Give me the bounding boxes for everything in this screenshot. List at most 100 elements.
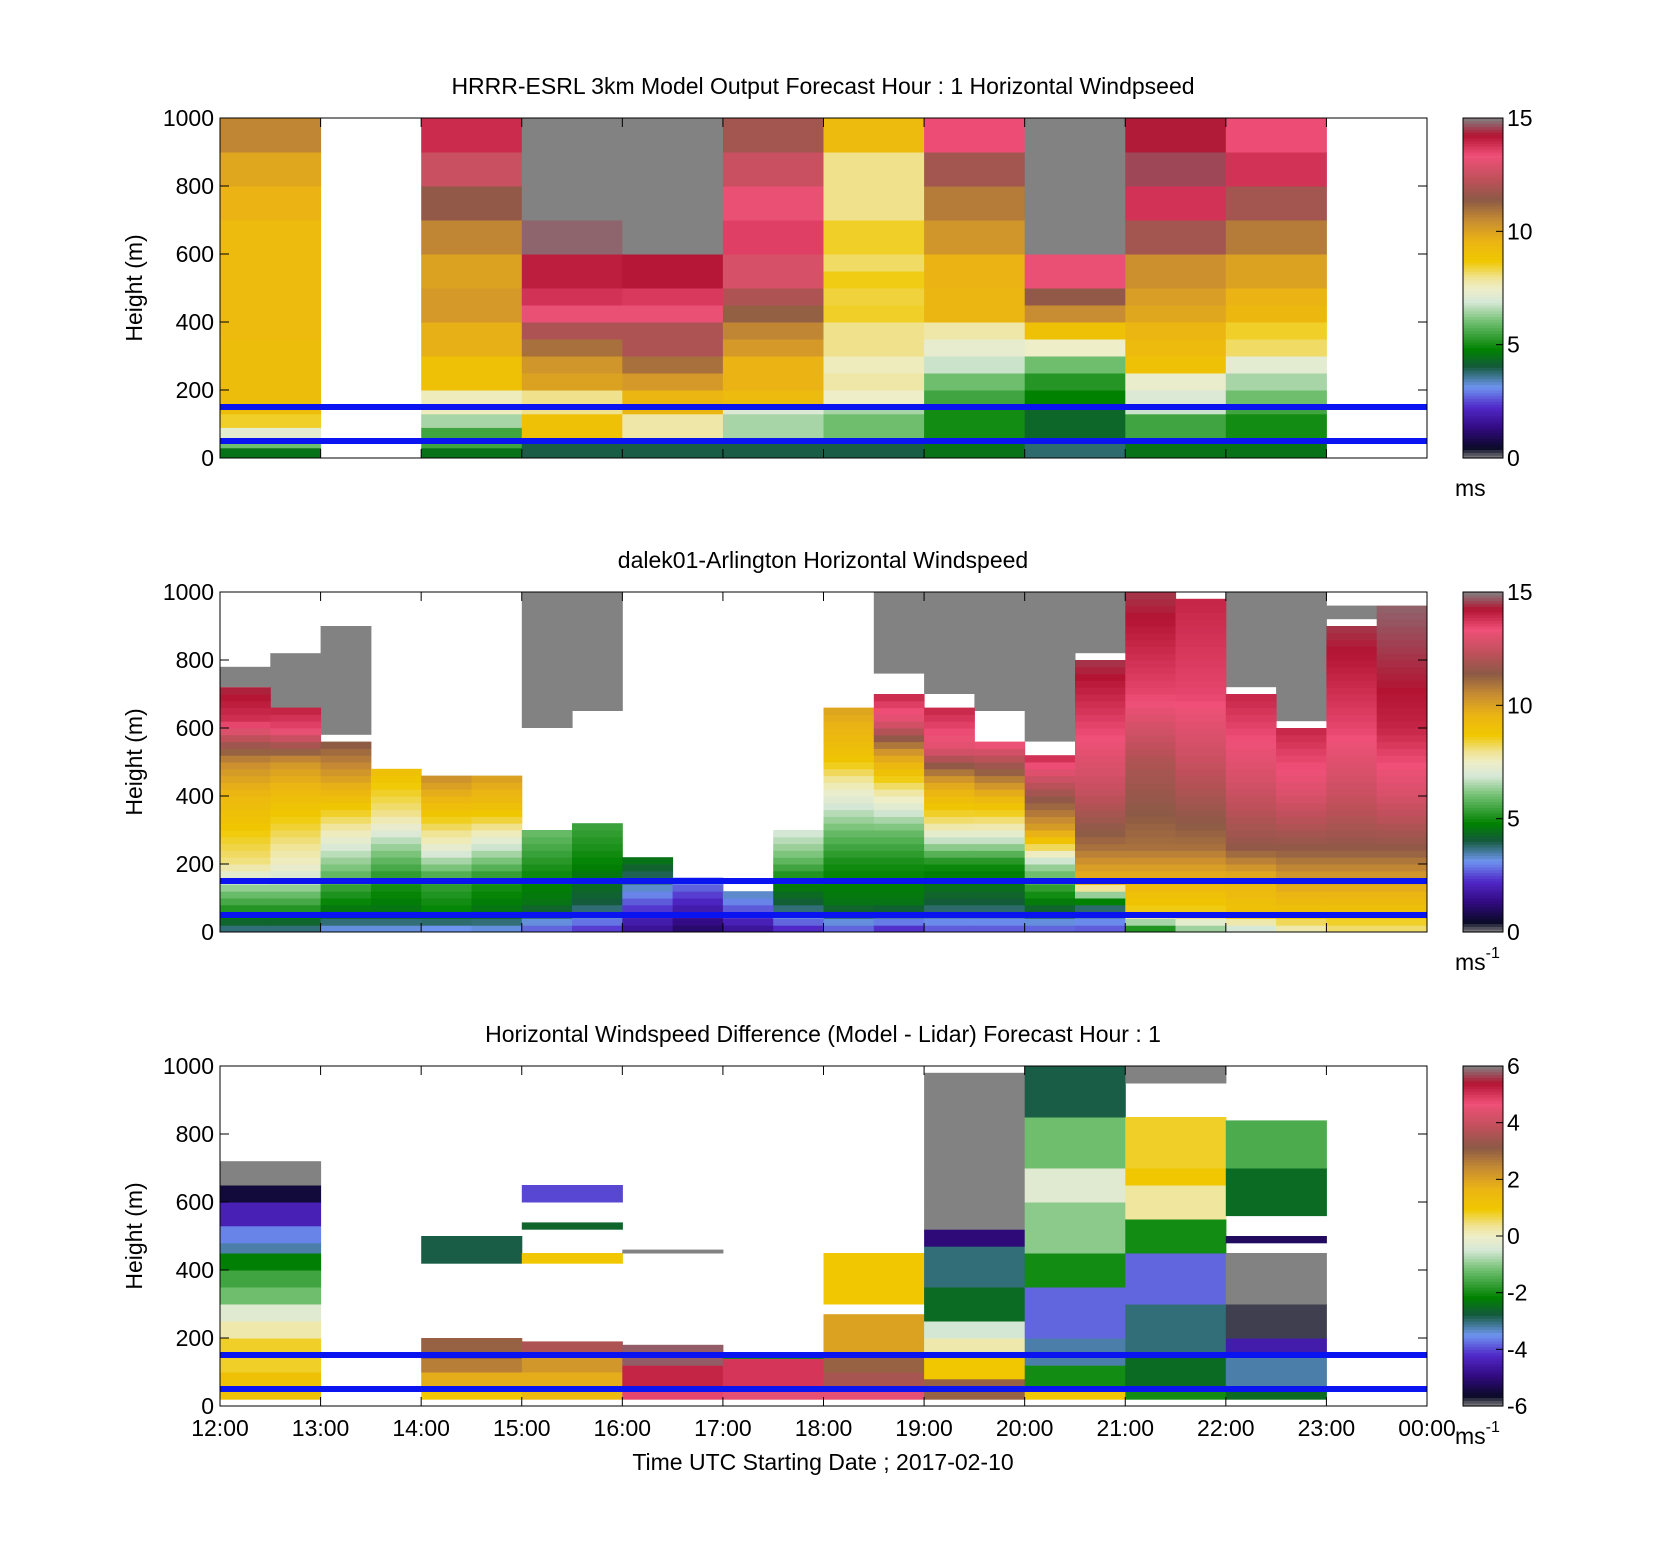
colorbar-swatch [1463, 861, 1503, 865]
colorbar-swatch [1463, 1332, 1503, 1336]
colorbar-swatch [1463, 623, 1503, 627]
colorbar-swatch [1463, 793, 1503, 797]
heatmap-cell [823, 870, 875, 879]
heatmap-cell [1175, 830, 1227, 838]
heatmap-cell [974, 823, 1026, 831]
heatmap-cell [1125, 714, 1177, 722]
heatmap-cell [471, 775, 523, 783]
heatmap-cell [924, 373, 1026, 391]
panel-model-colorbar: 0 5 10 15 ms [1455, 105, 1533, 501]
colorbar-swatch [1463, 597, 1503, 602]
heatmap-cell [320, 741, 372, 749]
heatmap-cell [622, 898, 674, 906]
heatmap-cell [220, 843, 271, 851]
heatmap-cell [773, 836, 824, 845]
heatmap-cell [220, 857, 271, 865]
colorbar-swatch [1463, 1400, 1503, 1404]
colorbar-tick-label: 10 [1507, 692, 1533, 718]
heatmap-cell [1125, 646, 1177, 654]
y-tick-label: 600 [176, 715, 214, 741]
heatmap-cell [270, 809, 322, 817]
colorbar-swatch [1463, 160, 1503, 164]
colorbar-swatch [1463, 1122, 1503, 1127]
panel-lidar-reference-lines [220, 878, 1427, 918]
heatmap-cell [1225, 390, 1327, 408]
heatmap-cell [521, 254, 623, 289]
heatmap-cell [773, 898, 824, 906]
heatmap-cell [320, 891, 372, 899]
heatmap-cell [270, 707, 322, 715]
colorbar-swatch [1463, 441, 1503, 445]
heatmap-cell [722, 390, 824, 408]
heatmap-cell [1225, 714, 1277, 722]
colorbar-swatch [1463, 129, 1503, 133]
colorbar-frame [1462, 117, 1504, 459]
panel-difference: Horizontal Windspeed Difference (Model -… [121, 1021, 1528, 1475]
heatmap-cell [1125, 441, 1227, 459]
heatmap-cell [220, 898, 271, 906]
heatmap-cell [370, 823, 422, 831]
colorbar-swatch [1463, 1253, 1503, 1257]
heatmap-cell [1125, 898, 1177, 906]
heatmap-cell [1075, 707, 1126, 715]
heatmap-cell [773, 830, 824, 838]
heatmap-cell [220, 782, 271, 790]
heatmap-cell [722, 220, 824, 255]
heatmap-cell [1225, 904, 1277, 913]
heatmap-cell [1326, 762, 1378, 770]
colorbar-swatch [1463, 157, 1503, 162]
colorbar-swatch [1463, 759, 1503, 763]
colorbar-tick-label: 6 [1507, 1053, 1520, 1079]
colorbar-swatch [1463, 719, 1503, 723]
colorbar-swatch [1463, 364, 1503, 368]
heatmap-cell [421, 830, 472, 838]
heatmap-cell [1376, 619, 1428, 627]
heatmap-cell [1326, 823, 1378, 831]
colorbar-swatch [1463, 810, 1503, 814]
heatmap-cell [471, 809, 523, 817]
colorbar-swatch [1463, 1204, 1503, 1209]
colorbar-swatch [1463, 770, 1503, 774]
heatmap-cell [1024, 762, 1076, 770]
heatmap-cell [521, 925, 573, 933]
heatmap-cell [1125, 687, 1177, 695]
heatmap-cell [270, 891, 322, 899]
heatmap-cell [1125, 870, 1177, 879]
colorbar-swatch [1463, 137, 1503, 142]
colorbar-swatch [1463, 412, 1503, 417]
heatmap-cell [220, 755, 271, 763]
colorbar-swatch [1463, 197, 1503, 201]
colorbar-swatch [1463, 214, 1503, 218]
heatmap-cell [1376, 612, 1428, 620]
heatmap-cell [270, 857, 322, 865]
colorbar-swatch [1463, 634, 1503, 638]
heatmap-cell [974, 891, 1026, 899]
heatmap-cell [220, 748, 271, 756]
heatmap-cell [471, 898, 523, 906]
colorbar-swatch [1463, 154, 1503, 159]
heatmap-cell [1125, 816, 1177, 824]
colorbar-swatch [1463, 824, 1503, 828]
heatmap-cell [1376, 830, 1428, 838]
heatmap-cell [1376, 782, 1428, 790]
heatmap-cell [1225, 441, 1327, 459]
colorbar-swatch [1463, 1136, 1503, 1141]
heatmap-cell [873, 762, 925, 770]
heatmap-cell [1276, 768, 1327, 777]
colorbar-swatch [1463, 1131, 1503, 1135]
colorbar-swatch [1463, 1142, 1503, 1146]
heatmap-cell [1175, 857, 1227, 865]
heatmap-cell [320, 884, 372, 892]
heatmap-cell [220, 707, 271, 715]
heatmap-cell [521, 288, 623, 306]
heatmap-cell [873, 694, 925, 702]
colorbar-swatch [1463, 293, 1503, 298]
heatmap-cell [722, 322, 824, 340]
colorbar-swatch [1463, 798, 1503, 803]
heatmap-cell [1225, 823, 1277, 831]
heatmap-cell [873, 864, 925, 872]
colorbar-swatch [1463, 807, 1503, 811]
heatmap-cell [521, 918, 573, 926]
heatmap-cell [1326, 850, 1378, 858]
heatmap-cell [220, 789, 271, 797]
